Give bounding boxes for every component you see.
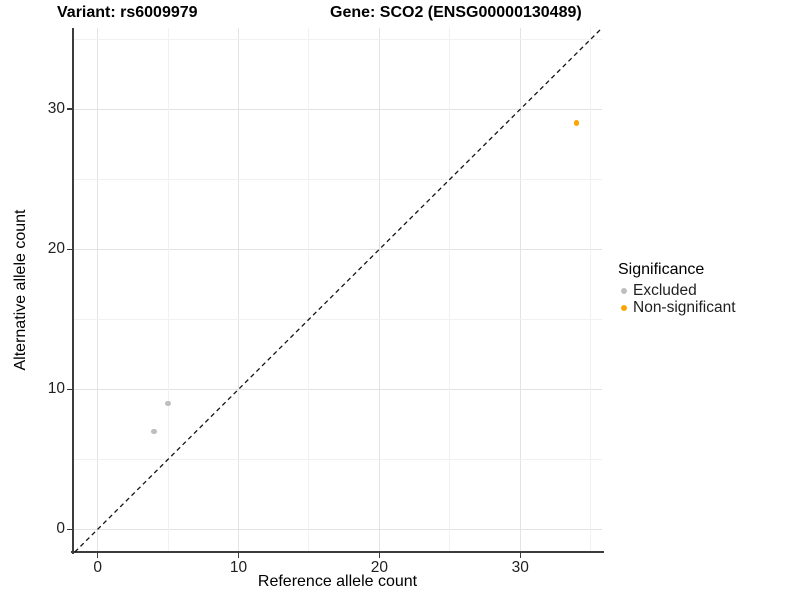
y-axis-title: Alternative allele count	[12, 209, 29, 371]
plot-title-variant: Variant: rs6009979	[57, 4, 198, 21]
data-point	[151, 428, 157, 435]
y-major-gridline	[73, 248, 602, 250]
legend-label: Excluded	[633, 281, 697, 299]
x-minor-gridline	[308, 28, 310, 552]
x-axis-title: Reference allele count	[257, 573, 418, 590]
y-major-gridline	[73, 388, 602, 390]
plot-panel: 0 10 20 30 0 10 20 30	[48, 27, 604, 576]
y-minor-gridline	[73, 318, 602, 320]
y-tick-label: 0	[56, 520, 65, 538]
x-tick	[519, 553, 522, 558]
y-tick-label: 30	[47, 100, 65, 118]
legend-label: Non-significant	[633, 298, 736, 316]
x-major-gridline	[97, 28, 99, 552]
x-tick-label: 30	[511, 559, 529, 576]
y-tick	[67, 108, 72, 110]
excluded-dot-icon	[621, 287, 627, 294]
legend-item-non-significant: Non-significant	[618, 299, 736, 316]
y-major-gridline	[73, 108, 602, 110]
identity-line	[74, 27, 603, 553]
x-tick	[237, 553, 240, 558]
x-axis-line	[71, 551, 604, 553]
y-tick-label: 10	[47, 380, 65, 398]
legend-item-excluded: Excluded	[618, 282, 736, 299]
legend: Significance Excluded Non-significant	[618, 260, 736, 316]
y-minor-gridline	[73, 178, 602, 180]
x-minor-gridline	[590, 28, 592, 552]
non-significant-dot-icon	[621, 304, 627, 311]
y-minor-gridline	[73, 458, 602, 460]
x-major-gridline	[378, 28, 380, 552]
plot-title-gene: Gene: SCO2 (ENSG00000130489)	[330, 4, 582, 21]
y-major-gridline	[73, 528, 602, 530]
x-tick-label: 20	[370, 559, 389, 576]
x-tick-label: 0	[93, 559, 102, 576]
data-point	[573, 120, 580, 126]
y-tick	[67, 248, 72, 250]
y-tick-label: 20	[47, 240, 65, 258]
y-axis-line	[72, 28, 74, 554]
x-major-gridline	[238, 28, 240, 552]
data-point	[165, 400, 171, 407]
y-tick	[67, 388, 72, 391]
y-tick	[67, 528, 72, 531]
x-minor-gridline	[449, 28, 451, 552]
legend-title: Significance	[618, 261, 705, 278]
y-minor-gridline	[73, 38, 602, 40]
x-major-gridline	[519, 28, 521, 552]
x-tick-label: 10	[229, 559, 248, 576]
x-minor-gridline	[167, 28, 169, 552]
x-tick	[96, 553, 99, 558]
x-tick	[378, 553, 381, 558]
